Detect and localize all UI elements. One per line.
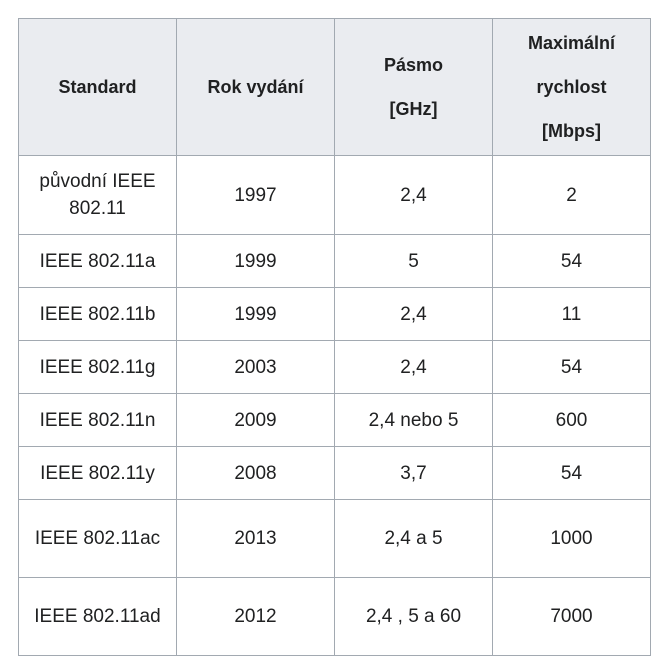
table-row: původní IEEE 802.11 1997 2,4 2 [18,155,651,235]
table-cell: 2,4 a 5 [334,499,493,578]
header-row: Standard Rok vydání Pásmo [GHz] Maximální ryc… [18,18,651,156]
table-row: IEEE 802.11n 2009 2,4 nebo 5 600 [18,393,651,447]
table-cell: 2,4 [334,155,493,235]
table-cell: IEEE 802.11a [18,234,177,288]
table-cell: 54 [492,340,651,394]
header-text: Maximální [527,33,616,53]
header-cell: Standard [18,18,177,156]
table-row: IEEE 802.11ac 2013 2,4 a 5 1000 [18,499,651,578]
table-cell: 2,4 nebo 5 [334,393,493,447]
table-cell: 11 [492,287,651,341]
table-body: původní IEEE 802.11 1997 2,4 2 IEEE 802.11a 1… [18,155,651,656]
header-text: Rok vydání [207,77,304,97]
data-table: Standard Rok vydání Pásmo [GHz] Maximální ryc… [18,18,651,656]
table-cell: 1999 [176,234,335,288]
table-cell: 2009 [176,393,335,447]
table-cell: 7000 [492,577,651,656]
table-cell: 54 [492,446,651,500]
header-cell: Rok vydání [176,18,335,156]
header-cell: Pásmo [GHz] [334,18,493,156]
table-cell: 54 [492,234,651,288]
header-text: Pásmo [383,55,444,75]
table-cell: původní IEEE 802.11 [18,155,177,235]
table-row: IEEE 802.11y 2008 3,7 54 [18,446,651,500]
table-cell: 1997 [176,155,335,235]
table-cell: 2008 [176,446,335,500]
header-cell: Maximální rychlost [Mbps] [492,18,651,156]
table-cell: 3,7 [334,446,493,500]
table-row: IEEE 802.11a 1999 5 54 [18,234,651,288]
table-cell: 2 [492,155,651,235]
table-cell: IEEE 802.11g [18,340,177,394]
header-text: [Mbps] [542,121,601,141]
table-cell: IEEE 802.11b [18,287,177,341]
table-row: IEEE 802.11ad 2012 2,4 , 5 a 60 7000 [18,577,651,656]
table-cell: 5 [334,234,493,288]
table-cell: 2,4 , 5 a 60 [334,577,493,656]
table-cell: 2003 [176,340,335,394]
table-cell: IEEE 802.11y [18,446,177,500]
header-text: Standard [58,77,137,97]
header-text: rychlost [536,77,607,97]
table-cell: IEEE 802.11ac [18,499,177,578]
table-row: IEEE 802.11g 2003 2,4 54 [18,340,651,394]
table-cell: IEEE 802.11ad [18,577,177,656]
table-cell: 1000 [492,499,651,578]
table-row: IEEE 802.11b 1999 2,4 11 [18,287,651,341]
table-cell: 2,4 [334,287,493,341]
header-text: [GHz] [389,99,438,119]
table-cell: 1999 [176,287,335,341]
table-cell: IEEE 802.11n [18,393,177,447]
table-cell: 2012 [176,577,335,656]
table-cell: 2,4 [334,340,493,394]
table-cell: 600 [492,393,651,447]
table-cell: 2013 [176,499,335,578]
